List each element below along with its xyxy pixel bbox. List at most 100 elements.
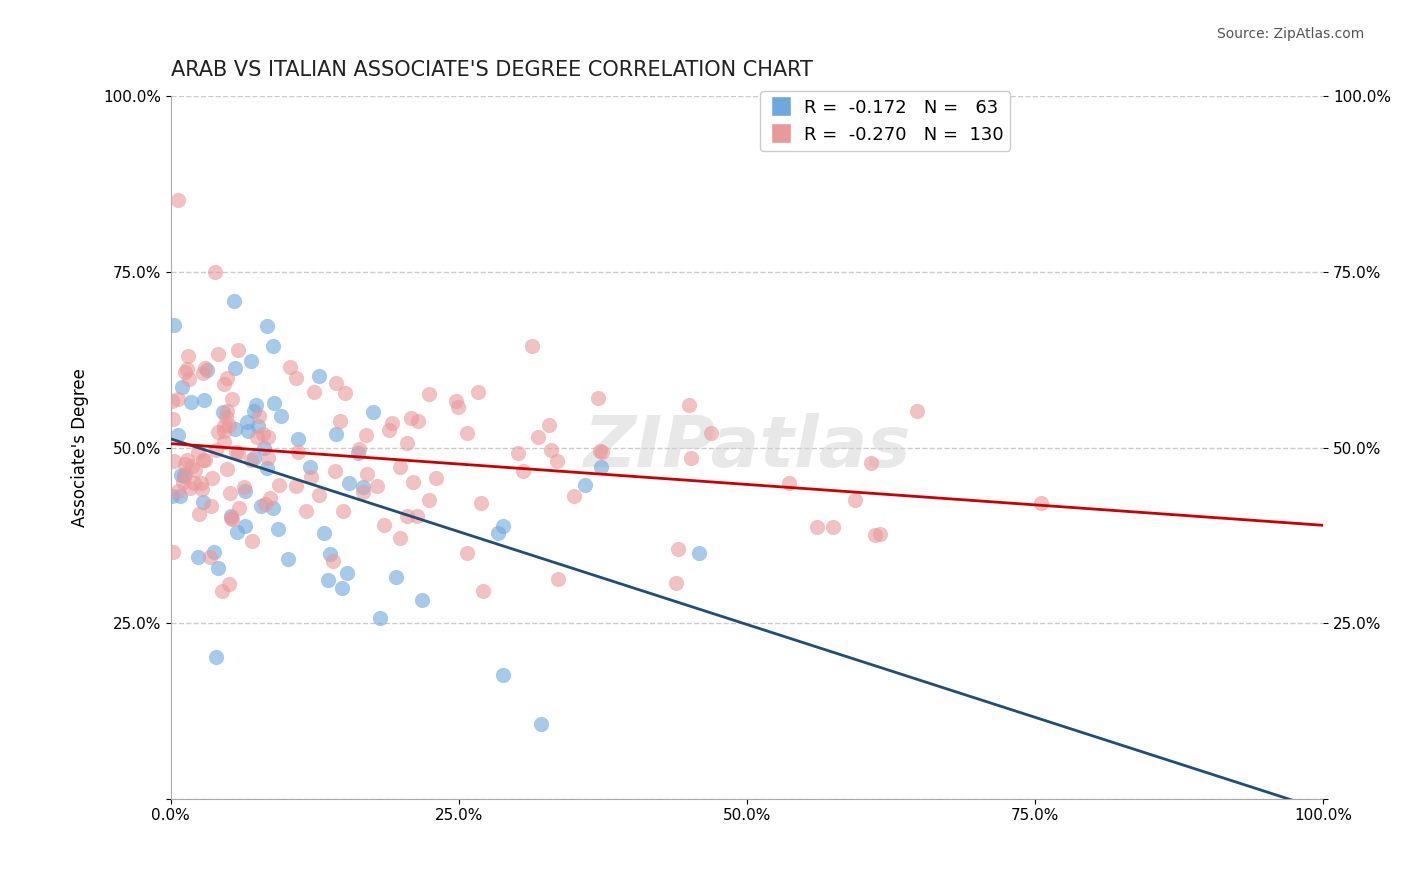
Point [905,404,928,418]
Point [181,458,204,473]
Point [173,469,195,483]
Point [177,372,200,386]
Point [330,581,353,595]
Point [207,425,229,440]
Point [162,411,184,425]
Point [225,445,247,459]
Point [224,361,246,376]
Point [167,484,190,499]
Point [285,370,308,384]
Point [226,446,249,460]
Point [187,445,209,459]
Point [354,428,377,442]
Point [207,561,229,575]
Point [492,668,515,682]
Point [402,475,425,490]
Point [215,462,238,476]
Point [215,409,238,424]
Point [389,531,412,545]
Point [221,511,243,525]
Point [162,545,184,559]
Point [233,519,256,533]
Point [270,409,292,423]
Point [337,476,360,491]
Point [167,193,190,207]
Point [160,490,183,504]
Point [201,471,224,485]
Point [193,453,215,467]
Point [191,495,214,509]
Text: ZIPatlas: ZIPatlas [583,413,911,482]
Point [249,499,271,513]
Point [252,427,274,442]
Point [287,444,309,458]
Point [212,425,235,439]
Point [666,542,689,557]
Point [302,384,325,399]
Point [217,403,239,417]
Point [444,394,467,409]
Point [520,338,543,352]
Point [246,430,269,444]
Point [591,460,613,475]
Point [245,399,267,413]
Point [180,395,202,409]
Point [212,405,235,419]
Point [512,464,534,478]
Point [335,385,357,400]
Point [546,454,568,468]
Point [224,422,246,436]
Point [1031,496,1053,510]
Point [325,426,347,441]
Point [166,392,188,407]
Point [233,479,256,493]
Point [406,508,429,523]
Point [352,485,374,500]
Point [218,418,240,433]
Point [212,418,235,433]
Point [508,446,530,460]
Point [194,452,217,467]
Point [239,452,262,467]
Point [160,394,183,409]
Point [243,404,266,418]
Point [700,426,723,441]
Point [540,443,562,458]
Point [332,503,354,517]
Point [456,425,478,440]
Point [179,481,201,495]
Point [240,533,263,548]
Point [221,512,243,526]
Text: ARAB VS ITALIAN ASSOCIATE'S DEGREE CORRELATION CHART: ARAB VS ITALIAN ASSOCIATE'S DEGREE CORRE… [172,60,813,79]
Point [167,428,190,442]
Point [218,486,240,500]
Point [411,593,433,607]
Point [298,460,321,475]
Point [190,476,212,491]
Point [278,359,301,374]
Point [170,467,193,482]
Point [447,400,470,414]
Point [221,392,243,407]
Point [574,477,596,491]
Point [325,376,347,390]
Point [183,475,205,490]
Point [537,417,560,432]
Point [564,489,586,503]
Point [172,475,194,490]
Point [373,518,395,533]
Point [256,461,278,475]
Point [844,493,866,508]
Point [456,546,478,560]
Point [488,526,510,541]
Point [190,482,212,496]
Point [467,384,489,399]
Point [262,501,284,516]
Point [389,460,412,475]
Point [665,575,688,590]
Point [778,476,800,491]
Point [176,362,198,376]
Point [256,318,278,333]
Point [308,368,330,383]
Point [204,442,226,457]
